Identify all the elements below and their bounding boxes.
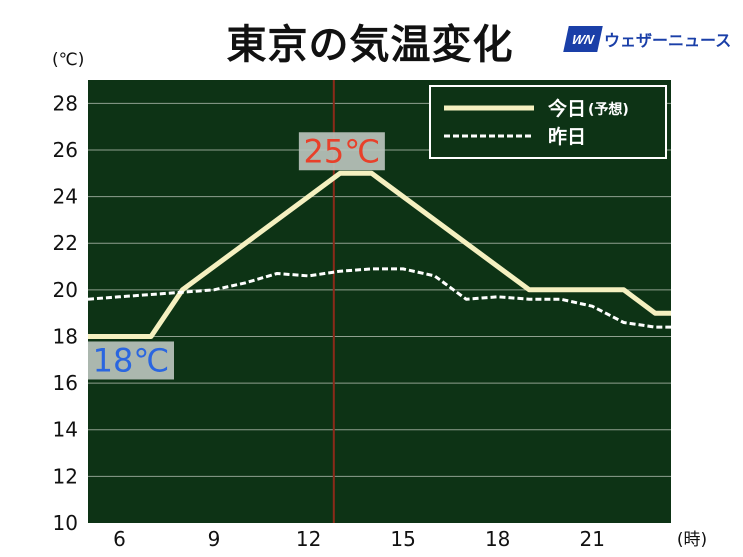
today-series-line <box>88 170 671 339</box>
y-tick-label: 26 <box>53 138 78 162</box>
x-tick-label: 12 <box>296 527 321 551</box>
x-tick-label: 21 <box>579 527 604 551</box>
yesterday-series-line <box>87 267 671 329</box>
weathernews-logo: WN ウェザーニュース <box>563 24 732 54</box>
y-axis-unit: (℃) <box>52 50 85 70</box>
legend-label: 昨日 <box>548 125 586 148</box>
x-tick-label: 15 <box>390 527 415 551</box>
y-tick-label: 10 <box>53 511 78 535</box>
y-tick-label: 22 <box>53 231 78 255</box>
annotation-label: 25℃ <box>304 132 381 170</box>
legend-label: 今日 <box>547 97 586 120</box>
y-tick-label: 16 <box>53 371 78 395</box>
y-tick-label: 20 <box>53 278 78 302</box>
annotation-box <box>88 341 174 380</box>
x-axis-unit: (時) <box>677 530 707 550</box>
y-tick-label: 18 <box>53 324 78 348</box>
brand-name: ウェザーニュース <box>604 31 732 50</box>
legend-box <box>429 85 667 159</box>
x-tick-label: 9 <box>208 527 221 551</box>
annotation-label: 18℃ <box>93 341 170 379</box>
y-tick-label: 14 <box>53 418 78 442</box>
legend-label-note: (予想) <box>588 101 629 118</box>
y-tick-label: 12 <box>53 464 78 488</box>
y-tick-label: 28 <box>53 91 78 115</box>
y-tick-label: 24 <box>53 185 78 209</box>
x-tick-label: 6 <box>113 527 126 551</box>
annotation-box <box>298 132 385 171</box>
chart-title: 東京の気温変化 <box>226 22 514 68</box>
x-tick-label: 18 <box>485 527 510 551</box>
